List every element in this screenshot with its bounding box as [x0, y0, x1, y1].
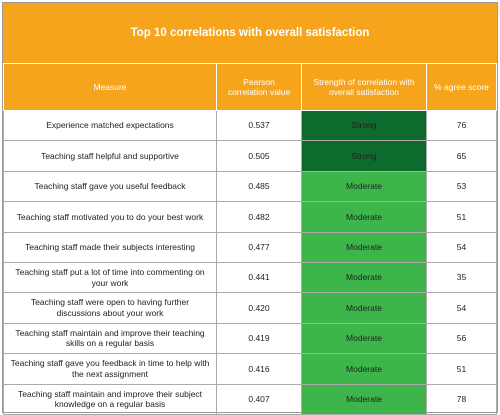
- measure-cell: Teaching staff maintain and improve thei…: [3, 383, 217, 415]
- pearson-cell: 0.416: [216, 353, 302, 385]
- strength-cell: Moderate: [301, 322, 427, 355]
- strength-cell: Moderate: [301, 383, 427, 415]
- table-row: Teaching staff helpful and supportive 0.5…: [3, 140, 497, 172]
- pearson-cell: 0.477: [216, 231, 302, 263]
- pearson-cell: 0.505: [216, 140, 302, 172]
- measure-cell: Teaching staff were open to having furth…: [3, 292, 217, 324]
- agree-cell: 76: [426, 109, 497, 142]
- table-row: Teaching staff put a lot of time into co…: [3, 261, 497, 294]
- table-row: Teaching staff motivated you to do your …: [3, 201, 497, 233]
- table-title: Top 10 correlations with overall satisfa…: [3, 3, 497, 63]
- measure-cell: Experience matched expectations: [3, 109, 217, 142]
- strength-cell: Moderate: [301, 261, 427, 294]
- table-row: Teaching staff were open to having furth…: [3, 292, 497, 324]
- header-cell: Measure: [3, 63, 217, 111]
- table-row: Teaching staff gave you feedback in time…: [3, 353, 497, 385]
- agree-cell: 51: [426, 353, 497, 385]
- agree-cell: 78: [426, 383, 497, 415]
- measure-cell: Teaching staff put a lot of time into co…: [3, 261, 217, 294]
- agree-cell: 53: [426, 170, 497, 203]
- measure-cell: Teaching staff helpful and supportive: [3, 140, 217, 172]
- pearson-cell: 0.407: [216, 383, 302, 415]
- strength-cell: Moderate: [301, 231, 427, 263]
- measure-cell: Teaching staff maintain and improve thei…: [3, 322, 217, 355]
- strength-cell: Strong: [301, 109, 427, 142]
- pearson-cell: 0.420: [216, 292, 302, 324]
- table: Measure Pearson correlation value Strength…: [3, 63, 497, 415]
- header-cell: Strength of correlation with overall sat…: [301, 63, 427, 111]
- strength-cell: Moderate: [301, 201, 427, 233]
- table-body: Experience matched expectations 0.537 Stro…: [3, 109, 497, 415]
- table-row: Teaching staff made their subjects inter…: [3, 231, 497, 263]
- pearson-cell: 0.419: [216, 322, 302, 355]
- header-cell: % agree score: [426, 63, 497, 111]
- table-row: Teaching staff maintain and improve thei…: [3, 383, 497, 415]
- measure-cell: Teaching staff made their subjects inter…: [3, 231, 217, 263]
- pearson-cell: 0.537: [216, 109, 302, 142]
- strength-cell: Moderate: [301, 170, 427, 203]
- pearson-cell: 0.441: [216, 261, 302, 294]
- agree-cell: 35: [426, 261, 497, 294]
- measure-cell: Teaching staff gave you feedback in time…: [3, 353, 217, 385]
- agree-cell: 56: [426, 322, 497, 355]
- strength-cell: Moderate: [301, 353, 427, 385]
- measure-cell: Teaching staff motivated you to do your …: [3, 201, 217, 233]
- header-row: Measure Pearson correlation value Strength…: [3, 63, 497, 111]
- strength-cell: Strong: [301, 140, 427, 172]
- strength-cell: Moderate: [301, 292, 427, 324]
- table-row: Experience matched expectations 0.537 Stro…: [3, 109, 497, 142]
- agree-cell: 51: [426, 201, 497, 233]
- agree-cell: 54: [426, 292, 497, 324]
- agree-cell: 54: [426, 231, 497, 263]
- table-row: Teaching staff maintain and improve thei…: [3, 322, 497, 355]
- pearson-cell: 0.482: [216, 201, 302, 233]
- agree-cell: 65: [426, 140, 497, 172]
- table-row: Teaching staff gave you useful feedback 0…: [3, 170, 497, 203]
- measure-cell: Teaching staff gave you useful feedback: [3, 170, 217, 203]
- header-cell: Pearson correlation value: [216, 63, 302, 111]
- pearson-cell: 0.485: [216, 170, 302, 203]
